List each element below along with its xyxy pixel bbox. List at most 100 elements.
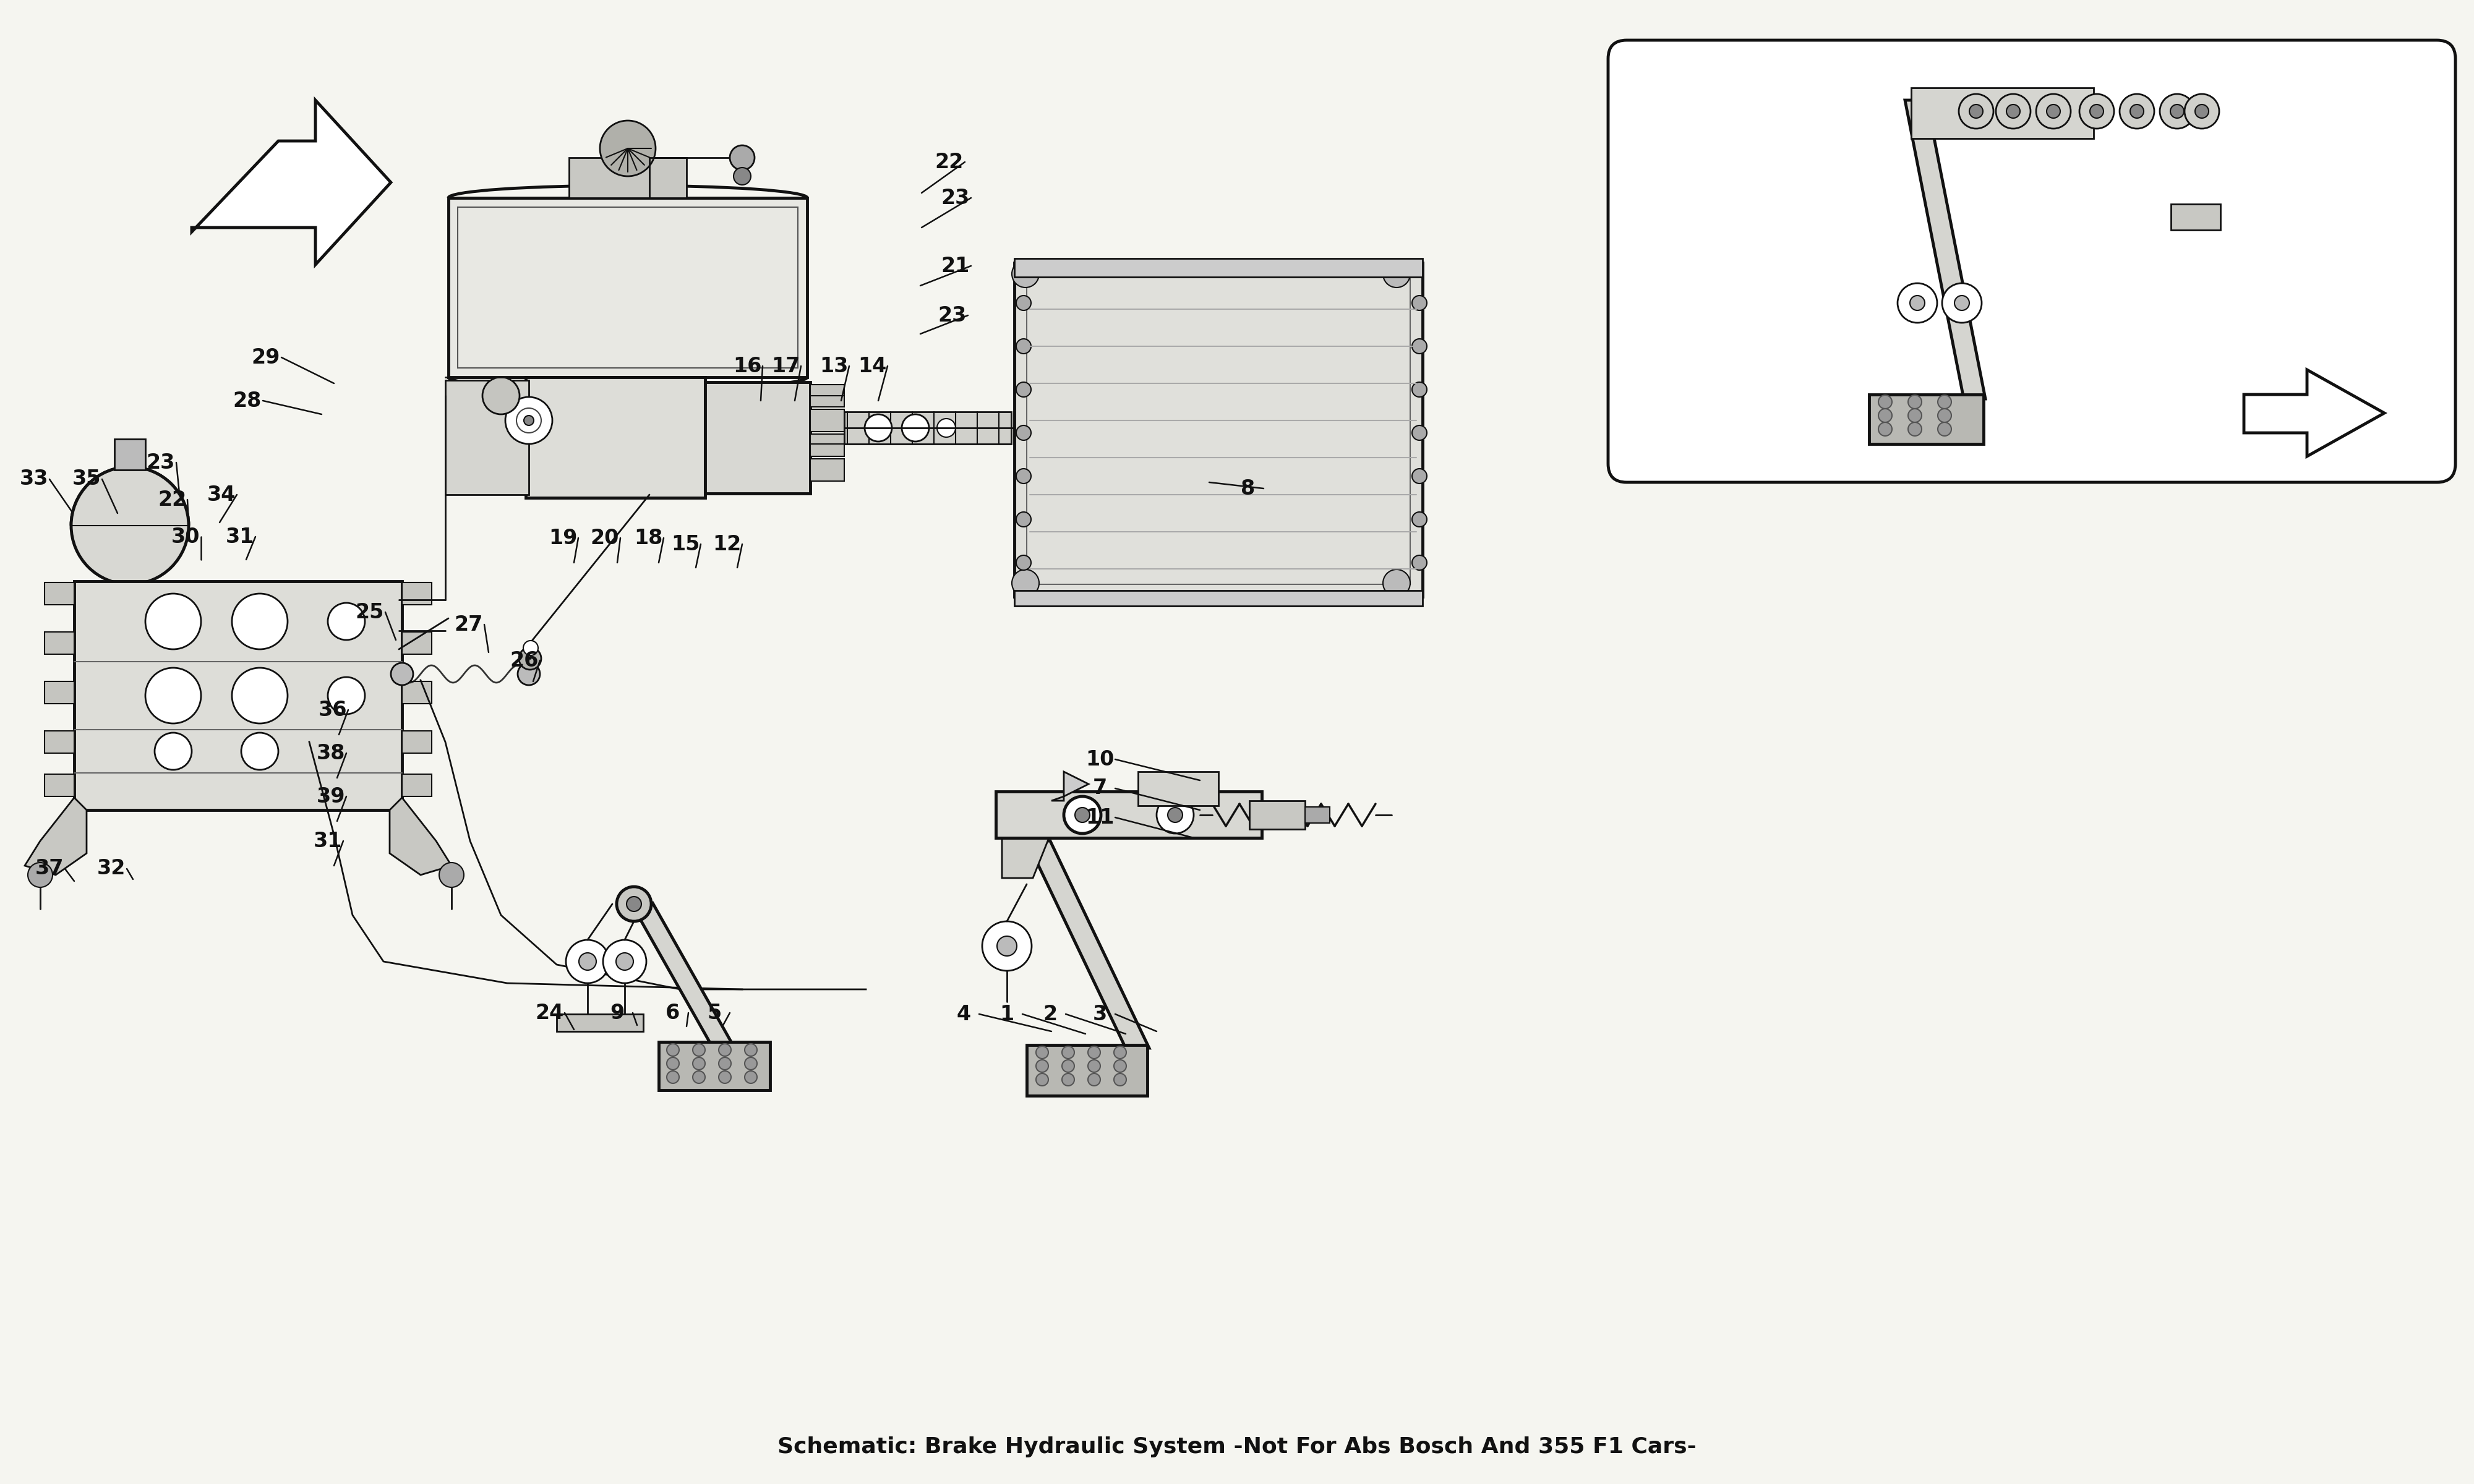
- Circle shape: [242, 733, 277, 770]
- Bar: [45, 730, 74, 752]
- Circle shape: [1037, 1046, 1049, 1058]
- Circle shape: [693, 1071, 705, 1083]
- Circle shape: [1017, 555, 1032, 570]
- Circle shape: [1878, 408, 1893, 423]
- Circle shape: [1937, 423, 1952, 436]
- Circle shape: [1061, 1046, 1074, 1058]
- Circle shape: [2170, 104, 2185, 119]
- Circle shape: [233, 668, 287, 723]
- Circle shape: [745, 1071, 757, 1083]
- Circle shape: [2036, 93, 2071, 129]
- Bar: [1027, 275, 1410, 585]
- Text: 18: 18: [633, 528, 663, 548]
- Circle shape: [520, 647, 542, 669]
- Circle shape: [440, 862, 465, 887]
- Circle shape: [153, 733, 193, 770]
- Text: 31: 31: [225, 527, 255, 548]
- Text: 27: 27: [455, 614, 482, 635]
- Circle shape: [745, 1043, 757, 1057]
- Polygon shape: [1002, 801, 1051, 879]
- Polygon shape: [1905, 99, 1984, 399]
- Bar: [1138, 772, 1217, 806]
- Circle shape: [1158, 797, 1192, 834]
- Bar: [458, 208, 797, 368]
- Polygon shape: [1027, 841, 1148, 1048]
- Text: 36: 36: [319, 699, 346, 720]
- Text: 2: 2: [1044, 1003, 1056, 1024]
- Bar: [811, 384, 844, 407]
- Text: 16: 16: [732, 356, 762, 377]
- Bar: [2172, 203, 2222, 230]
- Circle shape: [982, 922, 1032, 971]
- Text: 24: 24: [534, 1003, 564, 1022]
- Text: 8: 8: [1242, 478, 1254, 499]
- Circle shape: [1898, 283, 1937, 322]
- Circle shape: [1969, 104, 1984, 119]
- Circle shape: [668, 1057, 678, 1070]
- Bar: [401, 632, 433, 654]
- Bar: [811, 459, 844, 481]
- Circle shape: [1061, 1060, 1074, 1071]
- Circle shape: [717, 1043, 732, 1057]
- Circle shape: [1413, 295, 1427, 310]
- Bar: [1249, 801, 1306, 830]
- Circle shape: [1413, 426, 1427, 441]
- Text: 40: 40: [1658, 108, 1687, 129]
- Polygon shape: [1051, 772, 1089, 801]
- Text: 1: 1: [999, 1003, 1014, 1024]
- Circle shape: [1017, 338, 1032, 353]
- Text: 7: 7: [1672, 193, 1687, 214]
- Circle shape: [579, 953, 596, 971]
- Circle shape: [1413, 512, 1427, 527]
- Circle shape: [233, 594, 287, 650]
- Bar: [1014, 591, 1423, 605]
- Text: 35: 35: [72, 469, 101, 490]
- Circle shape: [517, 663, 539, 686]
- Circle shape: [717, 1071, 732, 1083]
- Circle shape: [938, 418, 955, 438]
- Bar: [569, 157, 688, 197]
- Circle shape: [27, 862, 52, 887]
- Polygon shape: [391, 798, 450, 876]
- Circle shape: [1168, 807, 1183, 822]
- Text: 15: 15: [670, 534, 700, 555]
- Bar: [524, 377, 705, 497]
- Bar: [995, 791, 1262, 838]
- Bar: [705, 381, 811, 493]
- Text: 22: 22: [935, 151, 965, 172]
- Circle shape: [1089, 1073, 1101, 1086]
- Bar: [1306, 807, 1331, 824]
- Circle shape: [1064, 797, 1101, 834]
- Text: 3: 3: [1672, 312, 1687, 332]
- Bar: [401, 775, 433, 797]
- Text: 6: 6: [666, 1003, 680, 1022]
- Bar: [658, 1042, 769, 1091]
- Text: 6: 6: [2145, 218, 2157, 239]
- Circle shape: [1113, 1073, 1126, 1086]
- Circle shape: [866, 414, 891, 442]
- Bar: [1910, 88, 2093, 138]
- Text: 37: 37: [35, 859, 64, 879]
- Bar: [45, 632, 74, 654]
- Circle shape: [1017, 426, 1032, 441]
- Text: 11: 11: [1658, 237, 1687, 258]
- Text: GD: GD: [1950, 393, 1994, 420]
- Text: 3: 3: [1094, 1003, 1106, 1024]
- Text: 31: 31: [314, 831, 341, 852]
- Circle shape: [1907, 423, 1922, 436]
- Bar: [448, 197, 807, 377]
- Text: 9: 9: [611, 1003, 623, 1022]
- Bar: [401, 681, 433, 703]
- Circle shape: [1878, 395, 1893, 408]
- Circle shape: [1017, 512, 1032, 527]
- Text: 13: 13: [819, 356, 849, 377]
- Bar: [557, 1014, 643, 1031]
- Circle shape: [1074, 807, 1089, 822]
- Circle shape: [391, 663, 413, 686]
- Text: 5: 5: [708, 1003, 722, 1022]
- Circle shape: [2078, 93, 2113, 129]
- Circle shape: [1089, 1060, 1101, 1071]
- Polygon shape: [631, 902, 732, 1045]
- Bar: [1014, 258, 1423, 278]
- Circle shape: [1383, 570, 1410, 597]
